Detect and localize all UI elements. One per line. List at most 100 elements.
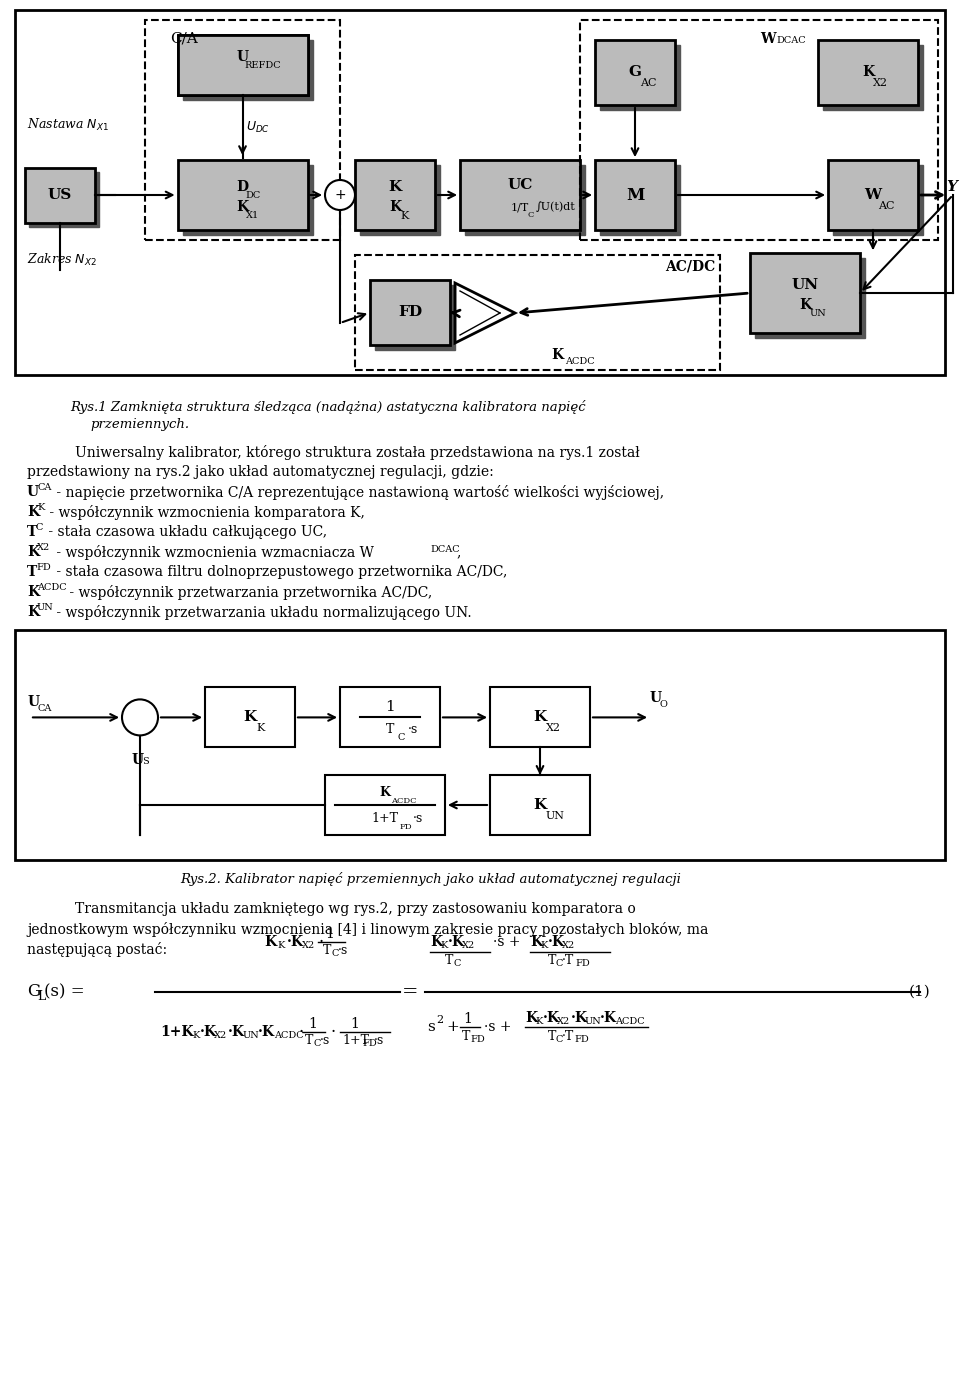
Bar: [595, 161, 675, 230]
Bar: [15, 630, 945, 860]
Text: X1: X1: [246, 211, 259, 220]
Text: Y: Y: [946, 180, 957, 194]
Bar: [182, 165, 313, 235]
Text: C: C: [454, 960, 462, 968]
Bar: [833, 165, 923, 235]
Bar: [15, 10, 945, 375]
Text: K: K: [277, 942, 284, 950]
Text: ·s: ·s: [320, 1033, 330, 1047]
Text: K: K: [264, 935, 276, 949]
Text: ·K: ·K: [448, 935, 466, 949]
Text: 1: 1: [325, 927, 334, 940]
Text: $U_{DC}$: $U_{DC}$: [247, 120, 271, 136]
Text: CA: CA: [37, 483, 52, 492]
Text: ACDC: ACDC: [391, 796, 417, 805]
Circle shape: [122, 699, 158, 735]
Text: U: U: [650, 691, 662, 705]
Text: U: U: [28, 695, 40, 709]
Text: W: W: [760, 32, 776, 46]
Text: K: K: [389, 199, 401, 215]
Text: Rys.2. Kalibrator napięć przemiennych jako układ automatycznej regulacji: Rys.2. Kalibrator napięć przemiennych ja…: [180, 873, 681, 886]
Text: ·K: ·K: [571, 1011, 588, 1025]
Bar: [355, 161, 435, 230]
Text: C: C: [36, 524, 43, 532]
Text: przemiennych.: przemiennych.: [90, 418, 189, 431]
Bar: [205, 687, 295, 748]
Text: FD: FD: [400, 823, 413, 831]
Text: jednostkowym współczynniku wzmocnienia [4] i linowym zakresie pracy pozostałych : jednostkowym współczynniku wzmocnienia […: [27, 922, 708, 938]
Text: - współczynnik wzmocnienia wzmacniacza W: - współczynnik wzmocnienia wzmacniacza W: [52, 546, 373, 560]
Bar: [818, 40, 918, 105]
Text: C: C: [331, 950, 338, 958]
Text: O: O: [660, 701, 668, 709]
Text: K: K: [534, 711, 546, 724]
Text: ACDC: ACDC: [274, 1032, 303, 1040]
Text: ·K: ·K: [600, 1011, 617, 1025]
Text: X2: X2: [37, 543, 50, 553]
Text: UN: UN: [243, 1032, 260, 1040]
Text: ·s: ·s: [374, 1033, 384, 1047]
Text: K: K: [256, 723, 264, 734]
Text: X2: X2: [214, 1032, 228, 1040]
Text: K: K: [27, 605, 39, 619]
Text: T: T: [548, 953, 557, 967]
Text: US: US: [48, 188, 72, 202]
Text: FD: FD: [574, 1036, 588, 1044]
Text: K: K: [389, 180, 401, 194]
Text: K: K: [244, 711, 256, 724]
Text: - stała czasowa układu całkującego UC,: - stała czasowa układu całkującego UC,: [44, 525, 327, 539]
Text: Transmitancja układu zamkniętego wg rys.2, przy zastosowaniu komparatora o: Transmitancja układu zamkniętego wg rys.…: [75, 902, 636, 915]
Text: X2: X2: [873, 79, 888, 89]
Bar: [595, 40, 675, 105]
Text: C/A: C/A: [170, 32, 198, 46]
Text: T: T: [305, 1033, 313, 1047]
Text: UN: UN: [791, 278, 819, 292]
Text: W: W: [864, 188, 881, 202]
Bar: [355, 255, 720, 370]
Text: K: K: [525, 1011, 538, 1025]
Text: T: T: [323, 943, 331, 957]
Bar: [600, 165, 680, 235]
Text: ·s: ·s: [408, 723, 419, 735]
Bar: [25, 168, 95, 223]
Text: UN: UN: [37, 602, 54, 612]
Text: K: K: [400, 211, 408, 222]
Text: L: L: [37, 989, 45, 1003]
Text: ACDC: ACDC: [615, 1018, 644, 1026]
Text: C: C: [398, 734, 405, 742]
Bar: [182, 40, 313, 100]
Text: K: K: [236, 199, 249, 215]
Text: CA: CA: [38, 705, 53, 713]
Bar: [490, 687, 590, 748]
Text: AC: AC: [640, 79, 657, 89]
Text: K: K: [27, 506, 39, 519]
Bar: [29, 172, 99, 227]
Text: U: U: [27, 485, 39, 499]
Text: - stała czasowa filtru dolnoprzepustowego przetwornika AC/DC,: - stała czasowa filtru dolnoprzepustoweg…: [52, 565, 508, 579]
Text: ·T: ·T: [562, 953, 574, 967]
Text: 1: 1: [308, 1017, 318, 1030]
Text: T: T: [27, 525, 37, 539]
Text: X2: X2: [562, 942, 575, 950]
Bar: [340, 687, 440, 748]
Text: T: T: [462, 1029, 470, 1043]
Bar: [750, 253, 860, 332]
Text: - współczynnik przetwarzania przetwornika AC/DC,: - współczynnik przetwarzania przetwornik…: [65, 584, 432, 600]
Text: C: C: [556, 960, 564, 968]
Text: M: M: [626, 187, 644, 204]
Text: K: K: [535, 1018, 542, 1026]
Text: +: +: [446, 1019, 459, 1035]
Text: G: G: [629, 65, 641, 79]
Bar: [755, 258, 865, 338]
Text: 1: 1: [385, 701, 395, 715]
Text: K: K: [799, 298, 811, 312]
Bar: [325, 776, 445, 835]
Text: ·K: ·K: [200, 1025, 217, 1039]
Text: C: C: [528, 211, 535, 219]
Text: ·s +: ·s +: [493, 935, 520, 949]
Text: T: T: [27, 565, 37, 579]
Bar: [360, 165, 440, 235]
Text: ACDC: ACDC: [37, 583, 66, 591]
Text: K: K: [37, 503, 44, 512]
Text: X2: X2: [557, 1018, 570, 1026]
